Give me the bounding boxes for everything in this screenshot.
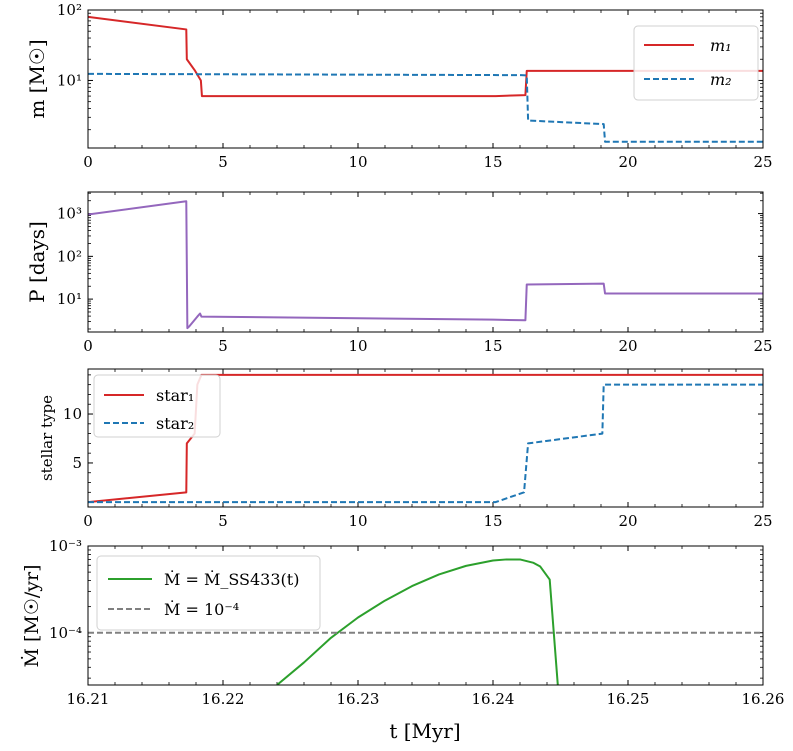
mdot-xlabel: t [Myr] xyxy=(389,719,460,743)
mdot-xtick-label: 16.26 xyxy=(742,690,785,708)
mdot-legend: Ṁ = Ṁ_SS433(t) Ṁ = 10⁻⁴ xyxy=(96,555,321,631)
mass-axes-frame xyxy=(87,9,764,149)
panel-mass: 0 5 10 15 20 25 10¹ 10² m [M☉] m₁ m₂ xyxy=(25,1,773,171)
mdot-axes-frame xyxy=(87,545,764,686)
mass-xtick-label: 15 xyxy=(483,153,502,171)
mass-xtick-label: 25 xyxy=(753,153,772,171)
panel-period: 0 5 10 15 20 25 10¹ 10² 10³ P [days] xyxy=(25,191,773,355)
mass-legend: m₁ m₂ xyxy=(633,25,759,101)
panel-mass-loss: 16.21 16.22 16.23 16.24 16.25 16.26 10⁻⁴ 10⁻³ Ṁ… xyxy=(20,537,784,743)
period-lines xyxy=(88,200,763,330)
mdot-xtick-label: 16.22 xyxy=(202,690,245,708)
legend-label-m1: m₁ xyxy=(710,36,732,55)
legend-label-star2: star₂ xyxy=(156,414,194,433)
type-axes-frame xyxy=(87,368,764,508)
mdot-xtick-label: 16.25 xyxy=(607,690,650,708)
period-axes-frame xyxy=(87,191,764,333)
period-series-1 xyxy=(88,200,763,330)
mass-ytick-label: 10¹ xyxy=(57,71,82,89)
type-ytick-label: 10 xyxy=(63,405,82,423)
mass-ylabel: m [M☉] xyxy=(25,39,49,118)
mass-xtick-label: 5 xyxy=(218,153,228,171)
legend-label-mdot-ref: Ṁ = 10⁻⁴ xyxy=(164,599,239,619)
period-ticks: 0 5 10 15 20 25 10¹ 10² 10³ xyxy=(57,192,773,355)
period-xtick-label: 25 xyxy=(753,337,772,355)
mdot-ticks: 16.21 16.22 16.23 16.24 16.25 16.26 10⁻⁴ 10⁻³ xyxy=(49,537,785,708)
type-series-2 xyxy=(88,383,763,504)
mass-xtick-label: 10 xyxy=(348,153,367,171)
period-ylabel: P [days] xyxy=(25,221,49,303)
mdot-xtick-label: 16.21 xyxy=(67,690,110,708)
panel-stellar-type: 0 5 10 15 20 25 5 10 stellar type star₁ star₂ xyxy=(38,368,773,530)
type-ylabel: stellar type xyxy=(38,395,56,481)
mdot-xtick-label: 16.23 xyxy=(337,690,380,708)
mdot-series-1 xyxy=(276,558,559,685)
period-xtick-label: 5 xyxy=(218,337,228,355)
mass-lines xyxy=(88,15,763,143)
legend-label-mdot: Ṁ = Ṁ_SS433(t) xyxy=(164,569,299,589)
type-xtick-label: 25 xyxy=(753,512,772,530)
type-xtick-label: 20 xyxy=(618,512,637,530)
period-ytick-label: 10² xyxy=(57,247,82,265)
mdot-lines xyxy=(88,558,763,685)
period-ytick-label: 10³ xyxy=(57,205,82,223)
type-xtick-label: 0 xyxy=(83,512,93,530)
period-ytick-label: 10¹ xyxy=(57,290,82,308)
type-xtick-label: 15 xyxy=(483,512,502,530)
mdot-ylabel: Ṁ [M☉/yr] xyxy=(20,564,43,667)
period-xtick-label: 20 xyxy=(618,337,637,355)
period-xtick-label: 10 xyxy=(348,337,367,355)
mass-ticks: 0 5 10 15 20 25 10¹ 10² xyxy=(57,1,773,171)
mdot-ytick-label: 10⁻³ xyxy=(49,537,82,555)
mass-xtick-label: 0 xyxy=(83,153,93,171)
mass-xtick-label: 20 xyxy=(618,153,637,171)
period-xtick-label: 0 xyxy=(83,337,93,355)
legend-label-star1: star₁ xyxy=(156,386,194,405)
mass-series-2 xyxy=(88,72,763,143)
mdot-xtick-label: 16.24 xyxy=(472,690,515,708)
mass-ytick-label: 10² xyxy=(57,1,82,19)
type-xtick-label: 5 xyxy=(218,512,228,530)
type-ytick-label: 5 xyxy=(72,454,82,472)
legend-label-m2: m₂ xyxy=(710,70,732,89)
type-xtick-label: 10 xyxy=(348,512,367,530)
mdot-ytick-label: 10⁻⁴ xyxy=(49,624,82,642)
type-legend: star₁ star₂ xyxy=(93,374,221,438)
period-xtick-label: 15 xyxy=(483,337,502,355)
